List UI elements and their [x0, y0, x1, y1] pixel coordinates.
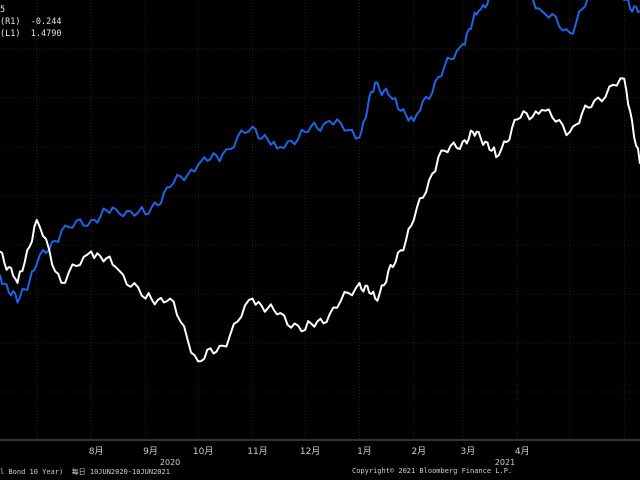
- legend-r1-label: (R1): [0, 17, 21, 27]
- grid-lines: [0, 0, 640, 440]
- x-tick-label: 12月: [300, 446, 320, 457]
- year-label: 2020: [160, 458, 180, 467]
- x-tick-label: 9月: [143, 446, 158, 457]
- x-tick-label: 4月: [515, 446, 530, 457]
- legend-header: 5: [0, 5, 6, 15]
- white-series-line: [0, 77, 640, 363]
- footer-copyright: Copyright© 2021 Bloomberg Finance L.P.: [352, 467, 513, 475]
- x-tick-label: 10月: [193, 446, 213, 457]
- series-group: [0, 0, 640, 363]
- footer-source-text: l Bond 10 Year) 每日 10JUN2020-10JUN2021: [0, 468, 170, 476]
- x-tick-label: 8月: [89, 446, 104, 457]
- x-tick-label: 1月: [357, 446, 372, 457]
- blue-series-line: [0, 0, 640, 304]
- x-tick-label: 11月: [247, 446, 267, 457]
- x-axis-ticks: 8月 9月 10月 11月 12月 1月 2月 3月 4月 2020 2021: [0, 439, 640, 467]
- legend-row-r1: (R1) -0.244: [0, 16, 61, 28]
- x-tick-label: 3月: [461, 446, 476, 457]
- year-label: 2021: [495, 458, 515, 467]
- x-tick-label: 2月: [411, 446, 426, 457]
- legend: 5 (R1) -0.244 (L1) 1.4790: [0, 4, 61, 40]
- legend-r1-value: -0.244: [30, 17, 62, 27]
- legend-l1-value: 1.4790: [30, 29, 62, 39]
- legend-row-l1: (L1) 1.4790: [0, 28, 61, 40]
- legend-l1-label: (L1): [0, 29, 21, 39]
